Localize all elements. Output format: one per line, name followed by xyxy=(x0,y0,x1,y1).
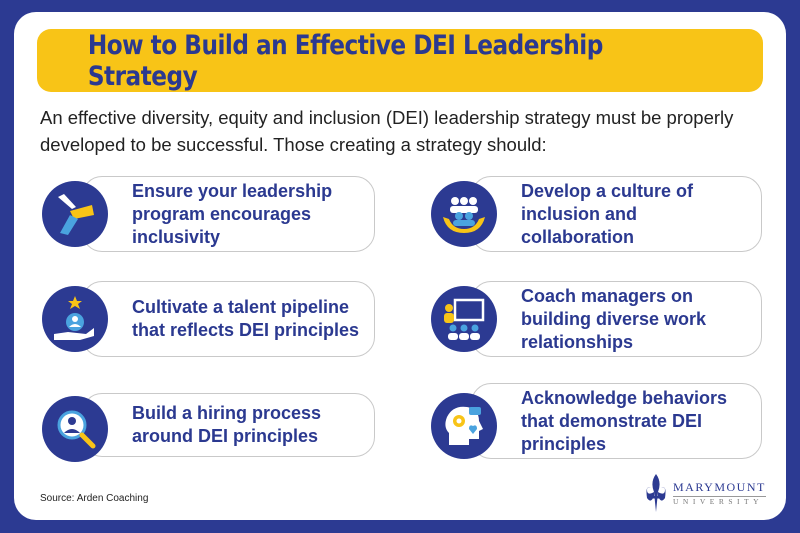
logo-sub: UNIVERSITY xyxy=(673,497,763,506)
group-in-hands-icon xyxy=(431,181,497,247)
logo-name: MARYMOUNT xyxy=(673,480,766,497)
marymount-logo: MARYMOUNT UNIVERSITY xyxy=(645,474,766,512)
list-item: Coach managers on building diverse work … xyxy=(431,281,762,357)
item-text: Coach managers on building diverse work … xyxy=(521,285,707,352)
presentation-icon xyxy=(431,286,497,352)
item-pill xyxy=(471,383,762,459)
hands-icon xyxy=(42,181,108,247)
item-text: Cultivate a talent pipeline that reflect… xyxy=(132,297,360,340)
item-text: Acknowledge behaviors that demonstrate D… xyxy=(521,387,728,454)
list-item: Develop a culture of inclusion and colla… xyxy=(431,176,762,252)
page-title: How to Build an Effective DEI Leadership… xyxy=(37,29,763,92)
magnifier-person-icon xyxy=(42,396,108,462)
list-item: Cultivate a talent pipeline that reflect… xyxy=(42,281,375,357)
item-text: Build a hiring process around DEI princi… xyxy=(132,403,322,446)
title-text: How to Build an Effective DEI Leadership… xyxy=(87,29,604,92)
list-item: Acknowledge behaviors that demonstrate D… xyxy=(431,383,762,459)
list-item: Ensure your leadership program encourage… xyxy=(42,176,375,252)
intro-text: An effective diversity, equity and inclu… xyxy=(40,107,734,155)
item-text: Ensure your leadership program encourage… xyxy=(132,180,333,247)
head-gear-heart-icon xyxy=(431,393,497,459)
item-pill xyxy=(471,176,762,252)
list-item: Build a hiring process around DEI princi… xyxy=(42,391,375,462)
item-pill xyxy=(82,176,375,252)
person-star-hand-icon xyxy=(42,286,108,352)
item-text: Develop a culture of inclusion and colla… xyxy=(521,180,694,247)
item-pill xyxy=(82,281,375,357)
fleur-de-lis-icon xyxy=(646,474,666,512)
source-note: Source: Arden Coaching xyxy=(40,493,149,504)
